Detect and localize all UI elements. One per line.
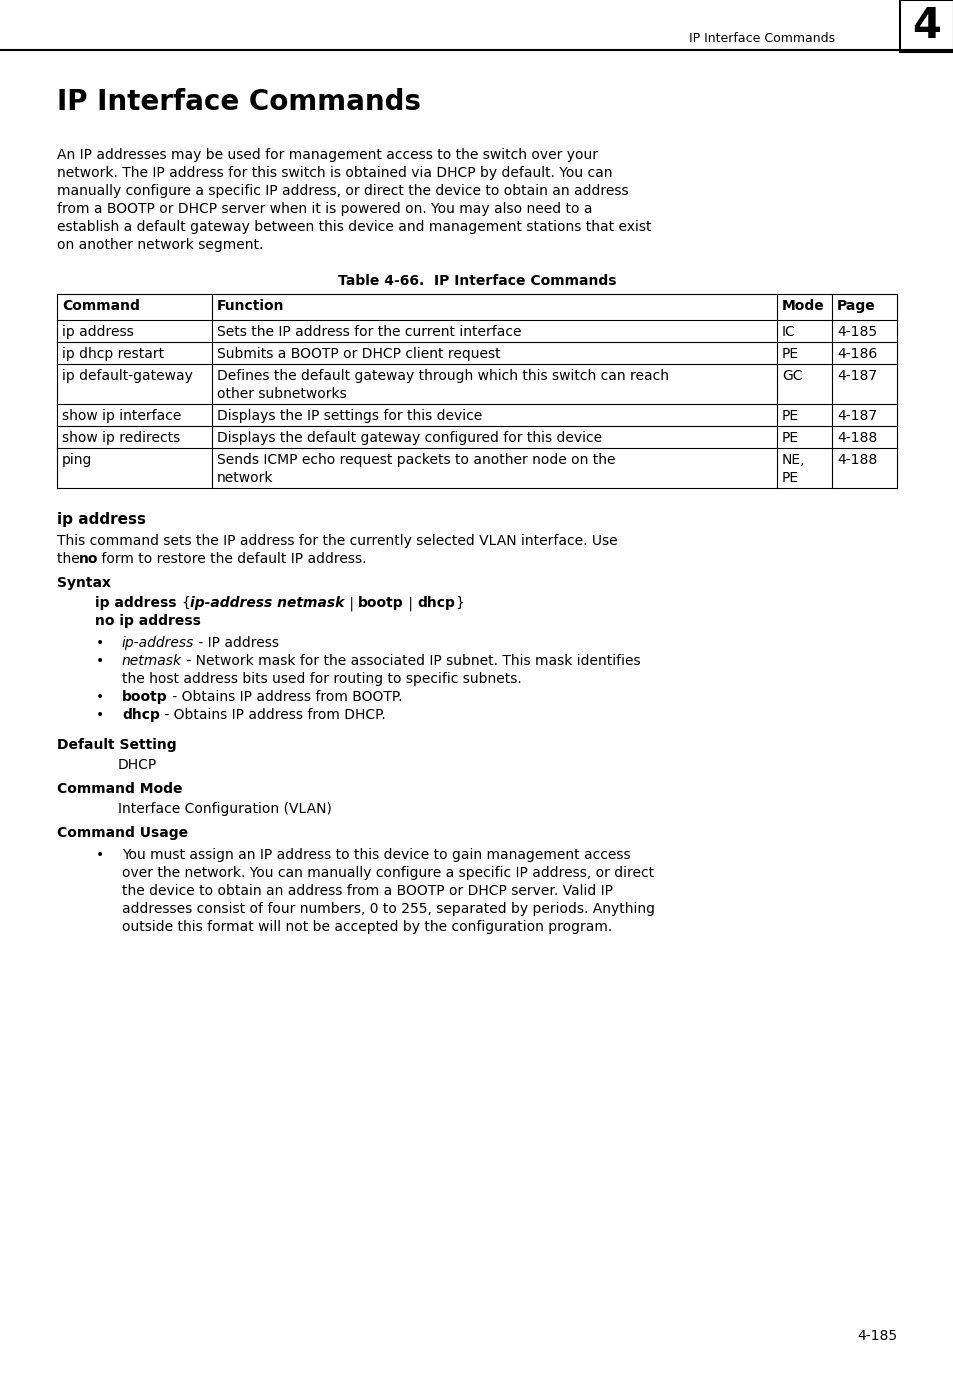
Text: Default Setting: Default Setting — [57, 738, 176, 752]
Text: manually configure a specific IP address, or direct the device to obtain an addr: manually configure a specific IP address… — [57, 185, 628, 198]
Text: Function: Function — [216, 298, 284, 314]
Text: - IP address: - IP address — [194, 636, 279, 650]
Text: Sends ICMP echo request packets to another node on the: Sends ICMP echo request packets to anoth… — [216, 452, 615, 466]
Text: no ip address: no ip address — [95, 613, 201, 627]
Text: Page: Page — [836, 298, 875, 314]
Text: Syntax: Syntax — [57, 576, 111, 590]
Text: show ip interface: show ip interface — [62, 409, 181, 423]
Text: Displays the default gateway configured for this device: Displays the default gateway configured … — [216, 432, 601, 446]
Text: from a BOOTP or DHCP server when it is powered on. You may also need to a: from a BOOTP or DHCP server when it is p… — [57, 203, 592, 217]
Text: addresses consist of four numbers, 0 to 255, separated by periods. Anything: addresses consist of four numbers, 0 to … — [122, 902, 655, 916]
Text: ip address: ip address — [62, 325, 133, 339]
Text: 4-188: 4-188 — [836, 432, 877, 446]
Text: the: the — [57, 552, 84, 566]
Text: form to restore the default IP address.: form to restore the default IP address. — [97, 552, 366, 566]
Text: IP Interface Commands: IP Interface Commands — [688, 32, 834, 44]
Text: |: | — [403, 595, 416, 611]
Text: bootp: bootp — [357, 595, 403, 609]
Text: 4: 4 — [912, 6, 941, 47]
Text: ip-address netmask: ip-address netmask — [190, 595, 344, 609]
Text: ip dhcp restart: ip dhcp restart — [62, 347, 164, 361]
Text: 4-186: 4-186 — [836, 347, 877, 361]
Text: •: • — [96, 690, 104, 704]
Text: Command Usage: Command Usage — [57, 826, 188, 840]
Text: }: } — [455, 595, 463, 609]
Text: NE,: NE, — [781, 452, 804, 466]
Text: PE: PE — [781, 347, 799, 361]
Text: - Obtains IP address from DHCP.: - Obtains IP address from DHCP. — [160, 708, 385, 722]
Text: PE: PE — [781, 432, 799, 446]
Text: Mode: Mode — [781, 298, 824, 314]
Text: ping: ping — [62, 452, 92, 466]
Text: dhcp: dhcp — [416, 595, 455, 609]
Text: network: network — [216, 471, 274, 484]
Text: PE: PE — [781, 471, 799, 484]
Text: outside this format will not be accepted by the configuration program.: outside this format will not be accepted… — [122, 920, 612, 934]
Text: dhcp: dhcp — [122, 708, 160, 722]
Text: establish a default gateway between this device and management stations that exi: establish a default gateway between this… — [57, 221, 651, 235]
Text: DHCP: DHCP — [118, 758, 157, 772]
Text: show ip redirects: show ip redirects — [62, 432, 180, 446]
Text: Displays the IP settings for this device: Displays the IP settings for this device — [216, 409, 482, 423]
Text: over the network. You can manually configure a specific IP address, or direct: over the network. You can manually confi… — [122, 866, 654, 880]
Text: Command: Command — [62, 298, 140, 314]
Text: 4-187: 4-187 — [836, 369, 876, 383]
Text: no: no — [79, 552, 98, 566]
Text: 4-185: 4-185 — [856, 1328, 896, 1344]
Bar — [899, 0, 953, 51]
Text: IP Interface Commands: IP Interface Commands — [57, 87, 420, 117]
Text: •: • — [96, 654, 104, 668]
Text: 4-185: 4-185 — [836, 325, 876, 339]
Text: on another network segment.: on another network segment. — [57, 237, 263, 253]
Text: •: • — [96, 848, 104, 862]
Text: - Network mask for the associated IP subnet. This mask identifies: - Network mask for the associated IP sub… — [182, 654, 640, 668]
Text: the host address bits used for routing to specific subnets.: the host address bits used for routing t… — [122, 672, 521, 686]
Text: An IP addresses may be used for management access to the switch over your: An IP addresses may be used for manageme… — [57, 149, 598, 162]
Text: This command sets the IP address for the currently selected VLAN interface. Use: This command sets the IP address for the… — [57, 534, 617, 548]
Text: network. The IP address for this switch is obtained via DHCP by default. You can: network. The IP address for this switch … — [57, 167, 612, 180]
Text: netmask: netmask — [122, 654, 182, 668]
Text: Command Mode: Command Mode — [57, 781, 182, 795]
Text: Table 4-66.  IP Interface Commands: Table 4-66. IP Interface Commands — [337, 273, 616, 287]
Text: Sets the IP address for the current interface: Sets the IP address for the current inte… — [216, 325, 521, 339]
Text: ip-address: ip-address — [122, 636, 194, 650]
Text: IC: IC — [781, 325, 795, 339]
Text: ip address: ip address — [95, 595, 181, 609]
Text: Defines the default gateway through which this switch can reach: Defines the default gateway through whic… — [216, 369, 668, 383]
Text: other subnetworks: other subnetworks — [216, 387, 346, 401]
Text: GC: GC — [781, 369, 801, 383]
Text: PE: PE — [781, 409, 799, 423]
Text: |: | — [344, 595, 357, 611]
Text: ip default-gateway: ip default-gateway — [62, 369, 193, 383]
Text: You must assign an IP address to this device to gain management access: You must assign an IP address to this de… — [122, 848, 630, 862]
Text: Interface Configuration (VLAN): Interface Configuration (VLAN) — [118, 802, 332, 816]
Text: Submits a BOOTP or DHCP client request: Submits a BOOTP or DHCP client request — [216, 347, 500, 361]
Text: - Obtains IP address from BOOTP.: - Obtains IP address from BOOTP. — [168, 690, 402, 704]
Text: ip address: ip address — [57, 512, 146, 527]
Text: {: { — [181, 595, 190, 609]
Text: 4-188: 4-188 — [836, 452, 877, 466]
Text: 4-187: 4-187 — [836, 409, 876, 423]
Text: •: • — [96, 636, 104, 650]
Text: •: • — [96, 708, 104, 722]
Text: the device to obtain an address from a BOOTP or DHCP server. Valid IP: the device to obtain an address from a B… — [122, 884, 613, 898]
Text: bootp: bootp — [122, 690, 168, 704]
